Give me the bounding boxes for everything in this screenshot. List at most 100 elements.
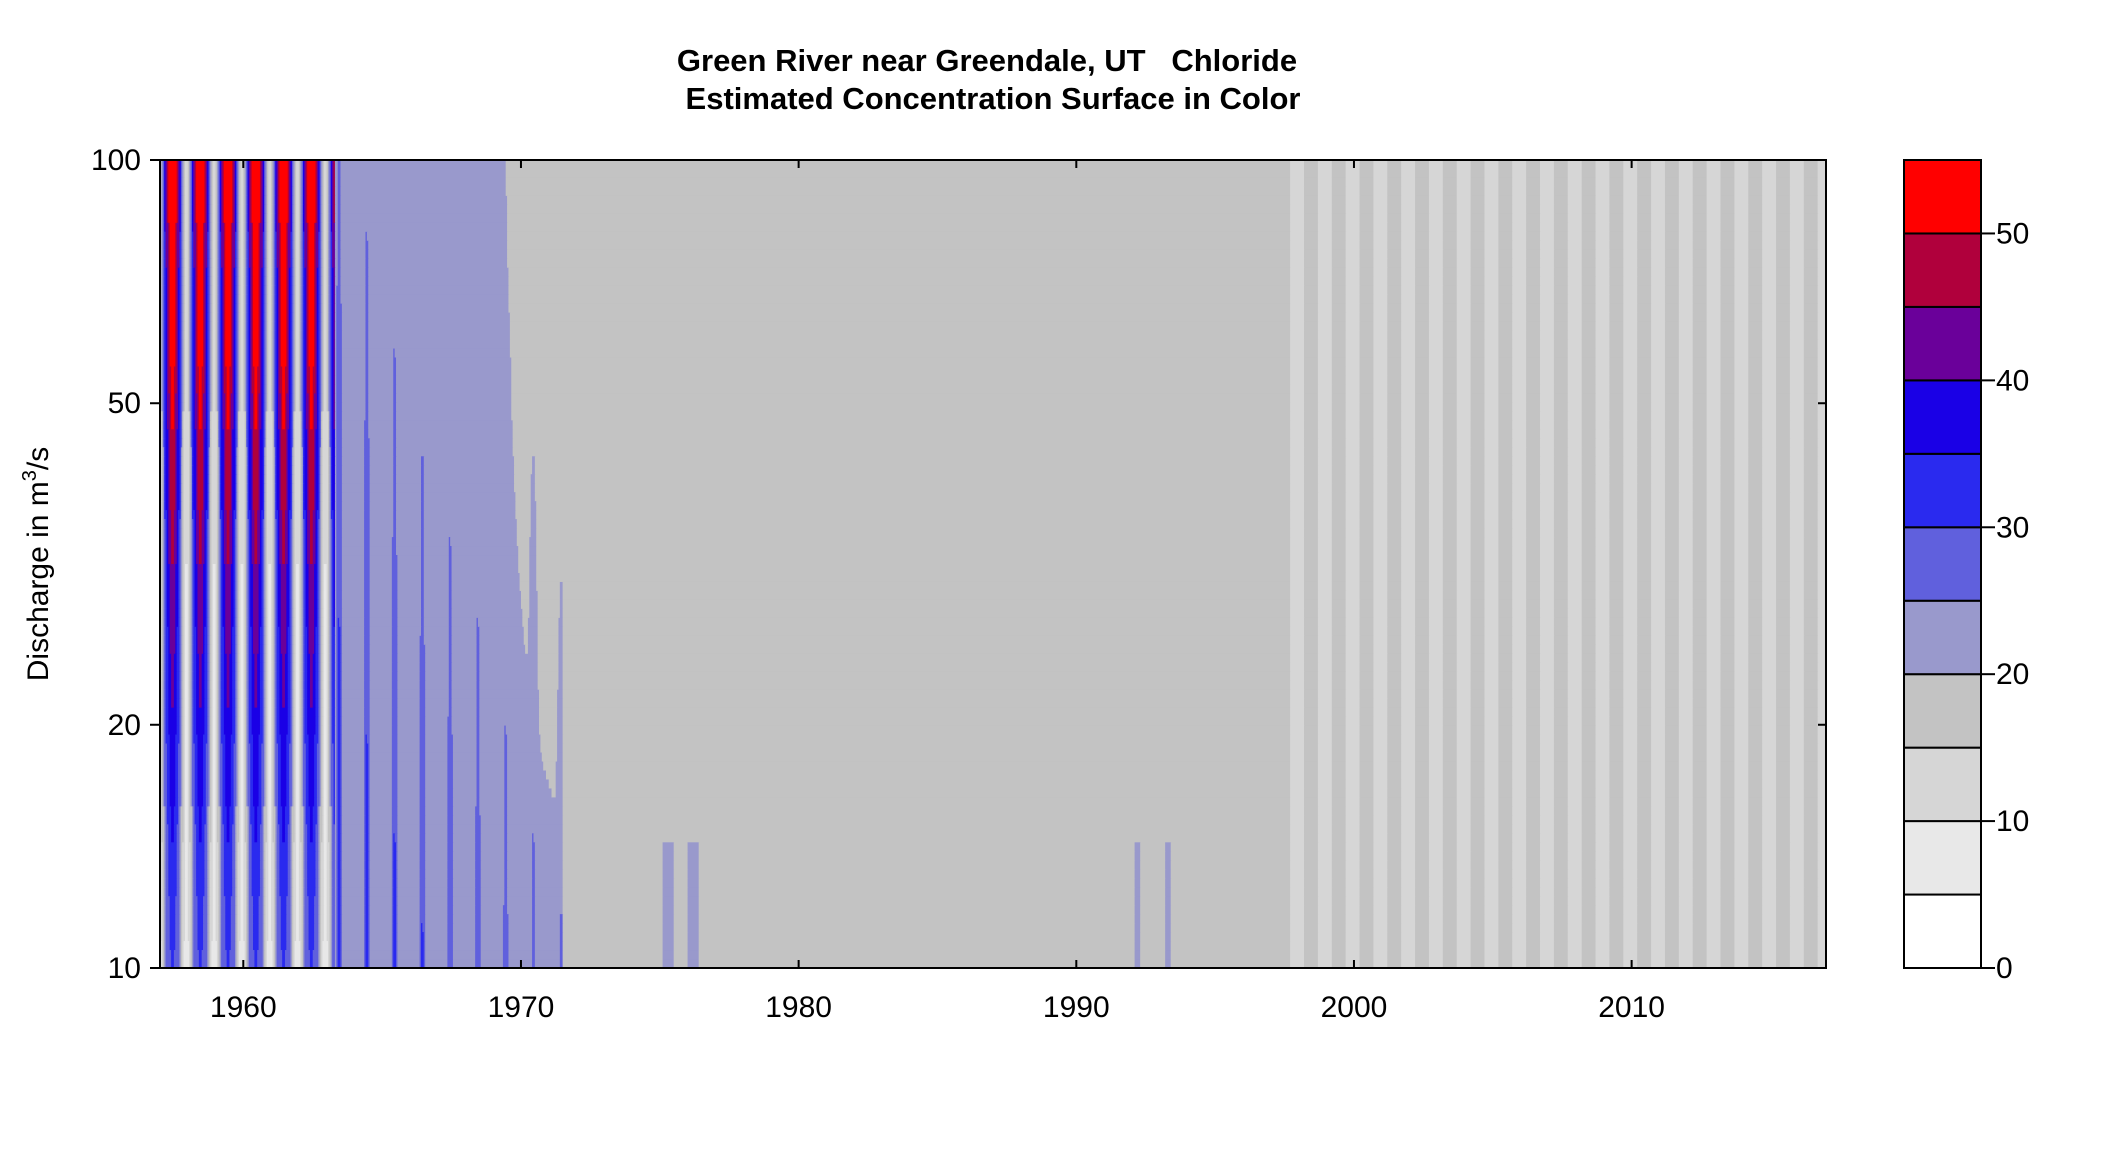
surface-cell bbox=[196, 178, 205, 188]
surface-cell bbox=[1679, 429, 1693, 439]
surface-cell bbox=[197, 295, 203, 305]
surface-cell bbox=[1540, 277, 1554, 287]
surface-cell bbox=[1748, 196, 1762, 206]
surface-cell bbox=[336, 411, 342, 421]
surface-cell bbox=[1637, 205, 1651, 215]
surface-cell bbox=[368, 384, 394, 394]
surface-cell bbox=[1637, 447, 1651, 457]
surface-cell bbox=[1304, 474, 1318, 484]
surface-cell bbox=[1720, 429, 1734, 439]
surface-cell bbox=[170, 349, 176, 359]
surface-cell bbox=[1568, 196, 1582, 206]
surface-cell bbox=[1346, 349, 1360, 359]
surface-cell bbox=[1304, 232, 1318, 242]
surface-cell bbox=[1707, 259, 1721, 269]
surface-cell bbox=[1596, 331, 1610, 341]
surface-cell bbox=[1457, 259, 1471, 269]
surface-cell bbox=[1637, 331, 1651, 341]
surface-cell bbox=[1651, 304, 1665, 314]
surface-cell bbox=[1748, 304, 1762, 314]
surface-cell bbox=[253, 331, 259, 341]
surface-cell bbox=[1304, 295, 1318, 305]
surface-cell bbox=[1457, 295, 1471, 305]
surface-cell bbox=[184, 438, 190, 448]
surface-cell bbox=[1360, 465, 1374, 475]
surface-cell bbox=[1360, 304, 1374, 314]
surface-cell bbox=[1429, 474, 1443, 484]
surface-cell bbox=[368, 322, 510, 332]
surface-cell bbox=[1748, 366, 1762, 376]
surface-cell bbox=[1360, 393, 1374, 403]
surface-cell bbox=[1596, 456, 1610, 466]
surface-cell bbox=[1401, 223, 1415, 233]
surface-cell bbox=[1540, 331, 1554, 341]
surface-cell bbox=[1679, 250, 1693, 260]
surface-cell bbox=[1596, 205, 1610, 215]
surface-cell bbox=[1526, 420, 1540, 430]
surface-cell bbox=[1304, 250, 1318, 260]
surface-cell bbox=[1693, 160, 1707, 170]
surface-cell bbox=[1443, 241, 1457, 251]
surface-cell bbox=[1540, 447, 1554, 457]
surface-cell bbox=[1554, 447, 1568, 457]
surface-cell bbox=[253, 456, 259, 466]
surface-cell bbox=[1679, 438, 1693, 448]
surface-cell bbox=[1443, 259, 1457, 269]
surface-cell bbox=[1443, 160, 1457, 170]
surface-cell bbox=[1415, 465, 1429, 475]
surface-cell bbox=[1665, 349, 1679, 359]
surface-cell bbox=[1332, 214, 1346, 224]
surface-cell bbox=[1554, 358, 1568, 368]
surface-cell bbox=[535, 474, 1291, 484]
surface-cell bbox=[1568, 456, 1582, 466]
surface-cell bbox=[1790, 205, 1804, 215]
surface-cell bbox=[1748, 456, 1762, 466]
surface-cell bbox=[1429, 160, 1443, 170]
surface-cell bbox=[1623, 232, 1637, 242]
surface-cell bbox=[1387, 295, 1401, 305]
surface-cell bbox=[1429, 429, 1443, 439]
surface-cell bbox=[1609, 358, 1623, 368]
surface-cell bbox=[396, 420, 513, 430]
surface-cell bbox=[1346, 474, 1360, 484]
surface-cell bbox=[197, 223, 203, 233]
surface-cell bbox=[1415, 259, 1429, 269]
surface-cell bbox=[1429, 384, 1443, 394]
surface-cell bbox=[1443, 196, 1457, 206]
surface-cell bbox=[1679, 358, 1693, 368]
surface-cell bbox=[211, 411, 217, 421]
surface-cell bbox=[1665, 411, 1679, 421]
surface-cell bbox=[1554, 232, 1568, 242]
surface-cell bbox=[253, 304, 259, 314]
surface-cell bbox=[1790, 420, 1804, 430]
surface-cell bbox=[1776, 214, 1790, 224]
surface-cell bbox=[1415, 411, 1429, 421]
surface-cell bbox=[1512, 366, 1526, 376]
surface-cell bbox=[336, 465, 342, 475]
surface-cell bbox=[253, 223, 259, 233]
surface-cell bbox=[1568, 474, 1582, 484]
surface-cell bbox=[267, 465, 273, 475]
surface-cell bbox=[1804, 393, 1818, 403]
surface-cell bbox=[1387, 465, 1401, 475]
surface-cell bbox=[340, 268, 366, 278]
surface-cell bbox=[1360, 375, 1374, 385]
surface-cell bbox=[396, 375, 512, 385]
surface-cell bbox=[1734, 474, 1748, 484]
surface-cell bbox=[1707, 456, 1721, 466]
surface-cell bbox=[1720, 340, 1734, 350]
surface-cell bbox=[1401, 160, 1415, 170]
surface-cell bbox=[1707, 196, 1721, 206]
surface-cell bbox=[508, 304, 1290, 314]
surface-cell bbox=[1443, 393, 1457, 403]
surface-cell bbox=[1665, 250, 1679, 260]
surface-cell bbox=[1415, 268, 1429, 278]
surface-cell bbox=[1540, 474, 1554, 484]
surface-cell bbox=[281, 286, 287, 296]
surface-cell bbox=[1290, 411, 1304, 421]
surface-cell bbox=[1526, 232, 1540, 242]
surface-cell bbox=[1720, 196, 1734, 206]
surface-cell bbox=[1360, 447, 1374, 457]
surface-cell bbox=[1596, 313, 1610, 323]
